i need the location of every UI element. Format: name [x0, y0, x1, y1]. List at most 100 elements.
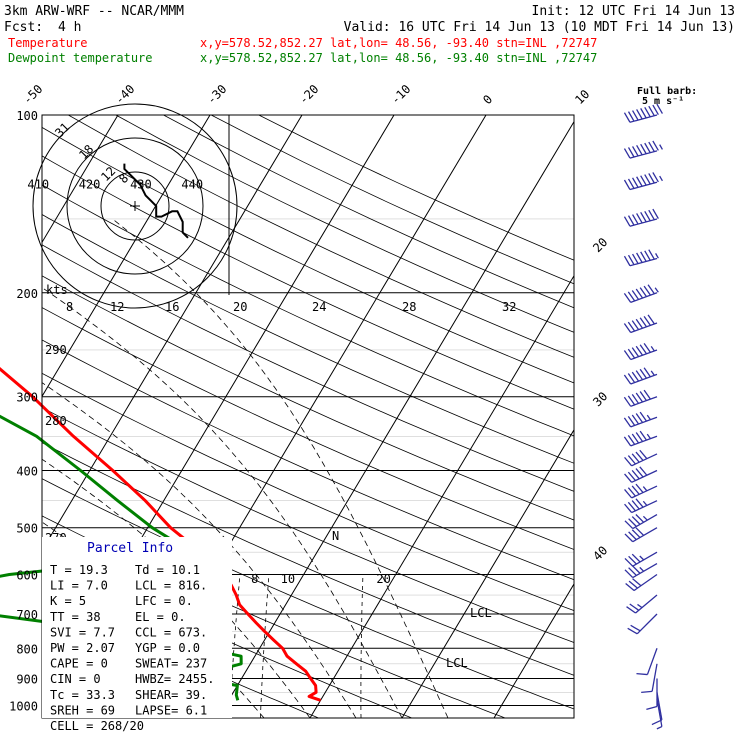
init-time: Init: 12 UTC Fri 14 Jun 13 — [532, 4, 736, 19]
parcel-info-value: CIN = 0 — [50, 672, 101, 686]
dry-adiabat — [258, 115, 574, 261]
parcel-info-value: PW = 2.07 — [50, 641, 115, 655]
hodograph-units: kts — [46, 283, 68, 297]
mixing-ratio-line — [260, 574, 270, 718]
isobar-label: 300 — [16, 391, 38, 405]
wind-barb — [626, 594, 658, 614]
isobar-label: 800 — [16, 642, 38, 656]
annotation-label: LCL — [470, 606, 492, 620]
hodograph-ring — [100, 171, 170, 241]
theta-label: 430 — [130, 177, 152, 191]
dry-adiabat — [42, 126, 574, 384]
dry-adiabat — [42, 442, 574, 676]
hodograph-speed-label: 20 — [233, 300, 247, 314]
wind-barb — [624, 514, 658, 530]
isotherm-label: -30 — [204, 82, 229, 107]
parcel-info-value: YGP = 0.0 — [135, 641, 200, 655]
hodograph-speed-label: 32 — [502, 300, 516, 314]
isotherm-line — [586, 115, 740, 718]
theta-low-label: 280 — [45, 414, 67, 428]
wind-barb — [624, 466, 658, 483]
wind-barb — [625, 573, 658, 592]
wind-barb — [656, 698, 663, 730]
moist-adiabat — [42, 382, 357, 718]
isobar-label: 700 — [16, 608, 38, 622]
fcst-label: Fcst: — [4, 20, 43, 35]
parcel-info-value: CAPE = 0 — [50, 657, 108, 671]
parcel-info-value: EL = 0. — [135, 610, 186, 624]
isobar-label: 900 — [16, 672, 38, 686]
isotherm-line — [0, 115, 26, 718]
parcel-info-value: Td = 10.1 — [135, 563, 200, 577]
hodograph-speed-label: 28 — [402, 300, 416, 314]
isotherm-label: 20 — [590, 235, 610, 255]
parcel-info-value: SHEAR= 39. — [135, 688, 207, 702]
theta-label: 410 — [27, 177, 49, 191]
theta-label: 440 — [181, 177, 203, 191]
wind-barb — [624, 551, 658, 567]
wind-barb — [646, 678, 658, 710]
isotherm-line — [42, 115, 119, 244]
model-title: 3km ARW-WRF -- NCAR/MMM — [4, 4, 184, 19]
parcel-info-value: CELL = 268/20 — [50, 719, 144, 733]
mixing-ratio-label: 8 — [251, 572, 258, 586]
wind-barb — [624, 563, 658, 579]
dry-adiabat — [42, 155, 574, 410]
dry-adiabat — [211, 115, 574, 285]
wind-barb — [624, 527, 658, 543]
wind-barb — [623, 342, 658, 361]
moist-adiabat — [42, 287, 403, 718]
legend-temperature-location: x,y=578.52,852.27 lat,lon= 48.56, -93.40… — [200, 36, 597, 50]
parcel-info-value: SWEAT= 237 — [135, 657, 207, 671]
hodograph-ring-label: 31 — [52, 120, 72, 140]
isotherm-line — [42, 115, 303, 552]
parcel-info-value: LI = 7.0 — [50, 579, 108, 593]
annotation-label: LCL — [446, 656, 468, 670]
wind-barb — [624, 483, 658, 499]
moist-adiabat — [112, 218, 449, 718]
hodograph-ring-label: 12 — [98, 164, 118, 184]
wind-barb — [623, 140, 663, 159]
dry-adiabat — [42, 214, 574, 464]
wind-barb — [624, 498, 658, 514]
dry-adiabat — [163, 115, 574, 309]
isotherm-label: -40 — [112, 82, 137, 107]
isotherm-line — [401, 428, 574, 718]
parcel-info-value: TT = 38 — [50, 610, 101, 624]
dry-adiabat — [42, 407, 574, 643]
hodograph-trace — [123, 163, 189, 239]
isobar-label: 500 — [16, 522, 38, 536]
wind-barb — [623, 249, 659, 267]
isobar-label: 400 — [16, 465, 38, 479]
isotherm-line — [678, 115, 740, 718]
wind-barb — [627, 613, 658, 635]
wind-barb — [623, 103, 663, 123]
legend-dewpoint: Dewpoint temperature — [8, 51, 153, 65]
wind-barb — [623, 172, 663, 191]
parcel-info-value: T = 19.3 — [50, 563, 108, 577]
fcst-value: 4 h — [58, 20, 81, 35]
isotherm-label: -10 — [388, 82, 413, 107]
mixing-ratio-label: 20 — [376, 572, 390, 586]
isotherm-label: -50 — [20, 82, 45, 107]
dry-adiabat — [42, 275, 574, 521]
hodograph-speed-label: 8 — [66, 300, 73, 314]
parcel-info-value: HWBZ= 2455. — [135, 672, 214, 686]
legend-temperature: Temperature — [8, 36, 87, 50]
isobar-label: 1000 — [9, 699, 38, 713]
annotation-label: N — [332, 529, 339, 543]
isobar-label: 600 — [16, 568, 38, 582]
parcel-info-value: SREH = 69 — [50, 703, 115, 717]
hodograph-speed-label: 16 — [165, 300, 179, 314]
dry-adiabat — [42, 184, 574, 437]
mixing-ratio-line — [360, 574, 364, 718]
isotherm-line — [309, 274, 574, 718]
wind-barb — [623, 314, 658, 334]
theta-low-label: 290 — [45, 343, 67, 357]
parcel-info-value: K = 5 — [50, 594, 86, 608]
wind-barb — [636, 648, 658, 676]
dry-adiabat — [42, 307, 574, 550]
dry-adiabat — [42, 339, 574, 581]
dry-adiabat — [42, 244, 574, 492]
